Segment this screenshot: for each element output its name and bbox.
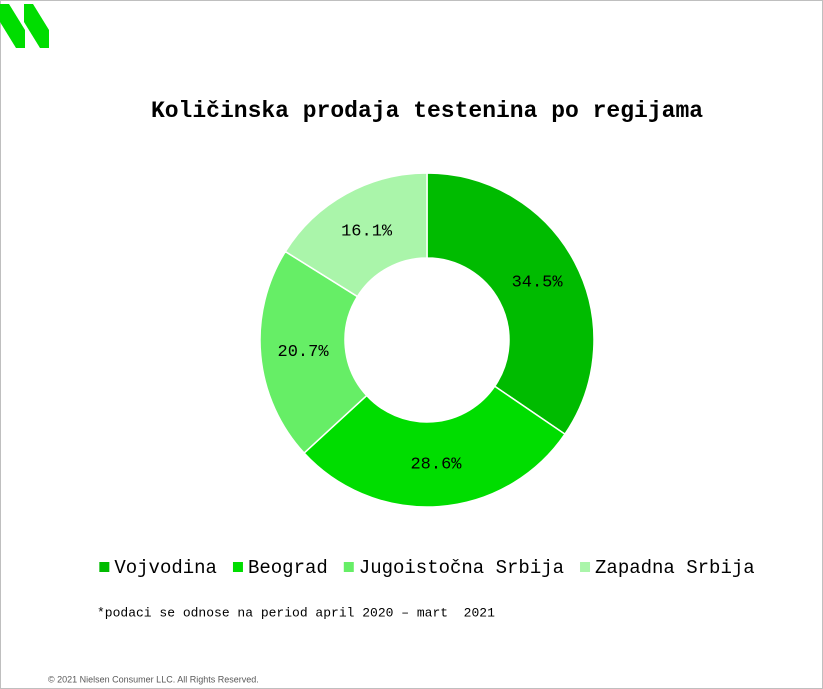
data-label: 20.7% (278, 343, 330, 362)
legend: Vojvodina Beograd Jugoistočna Srbija Zapadn… (99, 557, 755, 579)
logo-shape (24, 4, 49, 48)
legend-label: Vojvodina (114, 557, 217, 579)
data-label: 34.5% (512, 273, 564, 292)
legend-marker (580, 562, 591, 572)
legend-marker (232, 562, 243, 572)
donut: 34.5% 28.6% 20.7% 16.1% (259, 172, 595, 508)
logo (0, 4, 49, 48)
logo-shape (0, 4, 25, 48)
copyright: © 2021 Nielsen Consumer LLC. All Rights … (48, 674, 259, 684)
data-label: 28.6% (410, 456, 462, 475)
legend-marker (99, 562, 110, 572)
legend-label: Jugoistočna Srbija (359, 557, 564, 579)
wedge (259, 250, 368, 455)
wedge (303, 385, 566, 508)
footnote: *podaci se odnose na period april 2020 –… (97, 605, 495, 620)
legend-label: Beograd (248, 557, 328, 579)
legend-label: Zapadna Srbija (595, 557, 755, 579)
wedge (284, 172, 428, 298)
chart-title: Količinska prodaja testenina po regijama (151, 98, 703, 124)
wedge (426, 172, 595, 436)
legend-marker (343, 562, 354, 572)
data-label: 16.1% (341, 223, 393, 242)
